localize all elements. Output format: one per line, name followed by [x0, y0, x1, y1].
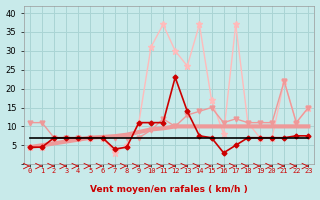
X-axis label: Vent moyen/en rafales ( km/h ): Vent moyen/en rafales ( km/h )	[90, 185, 248, 194]
